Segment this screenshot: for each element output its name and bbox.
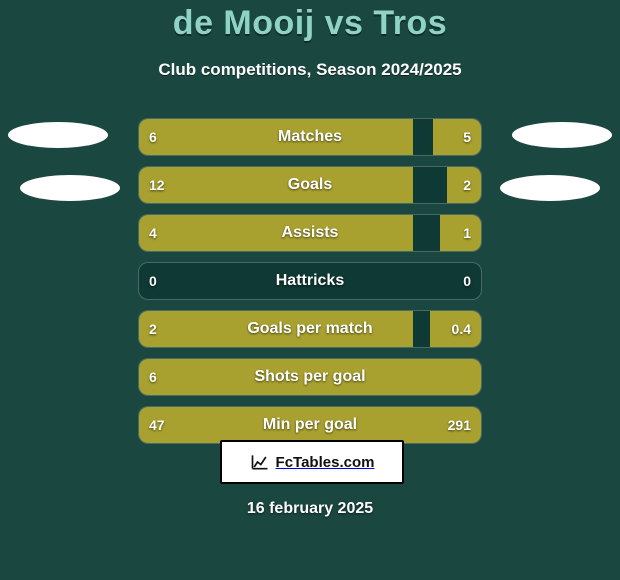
bar-row: 0 0Hattricks (138, 262, 482, 300)
bar-fill-right (430, 311, 481, 347)
bar-value-left: 0 (149, 263, 157, 299)
bar-fill-right (447, 167, 481, 203)
badge-text: FcTables.com (276, 454, 375, 471)
bar-row: 6Shots per goal (138, 358, 482, 396)
page-subtitle: Club competitions, Season 2024/2025 (0, 60, 620, 80)
bar-fill-right (433, 119, 481, 155)
bar-label: Hattricks (139, 263, 481, 299)
bar-fill-left (139, 407, 201, 443)
page-title: de Mooij vs Tros (0, 4, 620, 43)
bar-fill-left (139, 167, 413, 203)
bar-fill-right (440, 215, 481, 251)
bar-fill-left (139, 215, 413, 251)
player-a-ellipse-2 (20, 175, 120, 201)
fctables-badge[interactable]: FcTables.com (220, 440, 404, 484)
bar-value-right: 0 (463, 263, 471, 299)
player-a-ellipse-1 (8, 122, 108, 148)
bar-fill-right (201, 407, 481, 443)
player-b-ellipse-1 (512, 122, 612, 148)
bar-row: 47291Min per goal (138, 406, 482, 444)
bar-row: 41Assists (138, 214, 482, 252)
comparison-bars: 65Matches 122Goals 41Assists 0 0Hattricks 20.… (138, 118, 482, 454)
bar-row: 122Goals (138, 166, 482, 204)
bar-row: 65Matches (138, 118, 482, 156)
chart-icon (250, 452, 270, 472)
bar-fill-left (139, 311, 413, 347)
date-text: 16 february 2025 (0, 500, 620, 518)
player-b-ellipse-2 (500, 175, 600, 201)
bar-fill-left (139, 359, 481, 395)
bar-row: 20.4Goals per match (138, 310, 482, 348)
bar-fill-left (139, 119, 413, 155)
